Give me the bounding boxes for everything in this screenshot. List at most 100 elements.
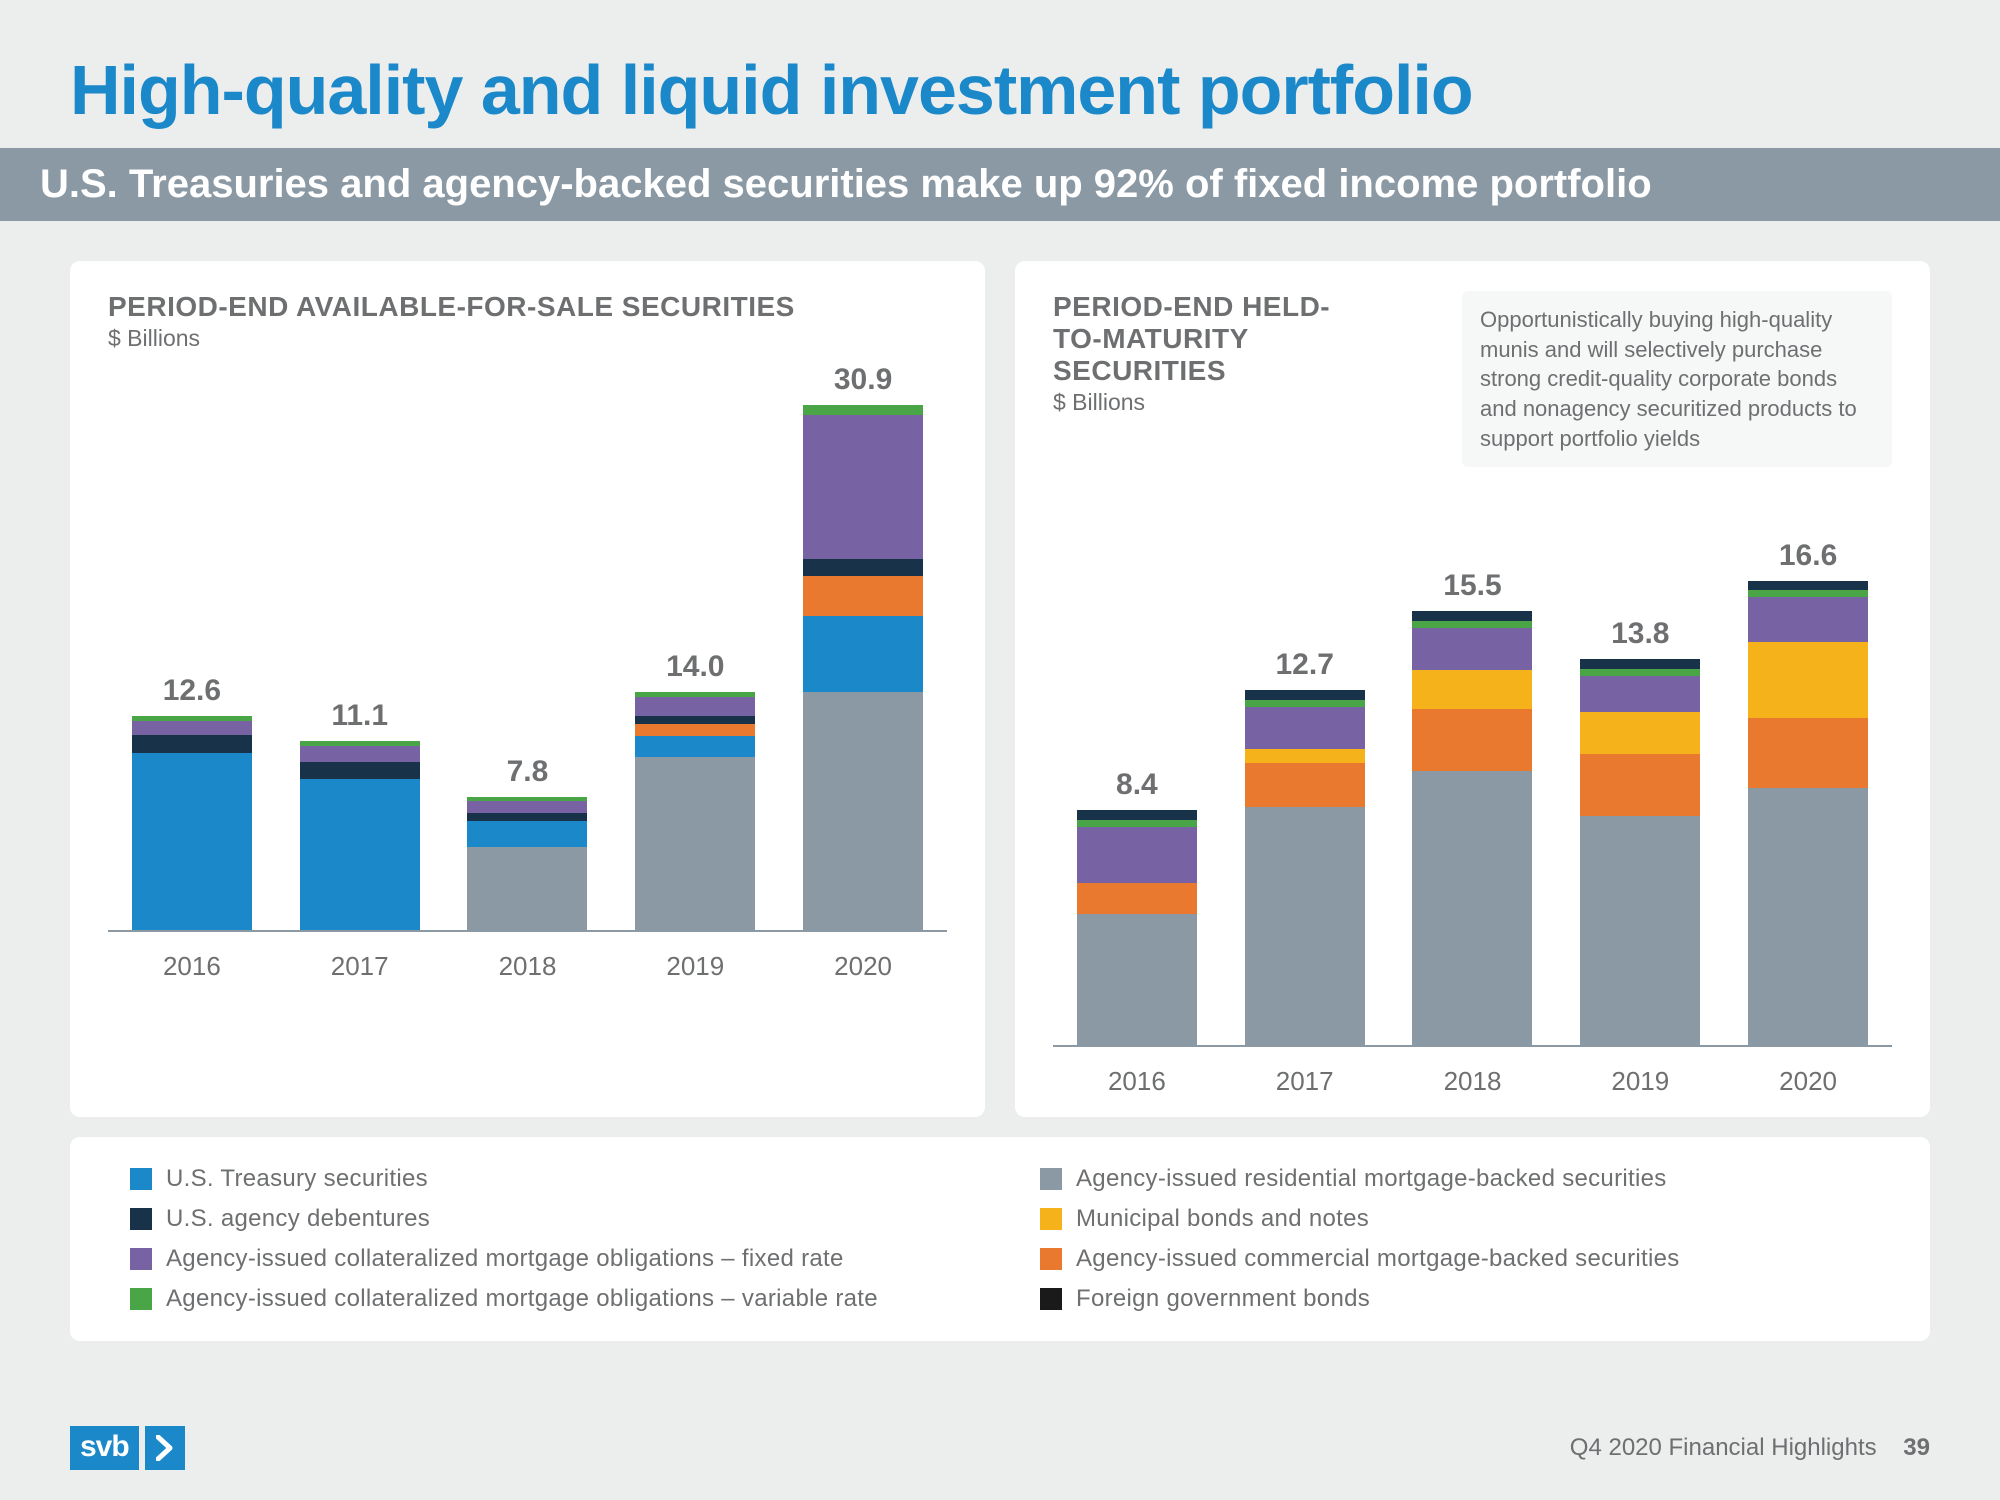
bar-stack	[1748, 581, 1868, 1046]
bar-segment	[635, 716, 755, 725]
bar-segment	[1412, 628, 1532, 670]
bar-segment	[635, 697, 755, 716]
bar-stack	[1580, 659, 1700, 1045]
bar-segment	[1748, 718, 1868, 788]
bar-stack	[300, 741, 420, 930]
afs-chart-unit: $ Billions	[108, 325, 795, 352]
bar-segment	[1580, 816, 1700, 1046]
charts-row: PERIOD-END AVAILABLE-FOR-SALE SECURITIES…	[70, 261, 1930, 1117]
bar-segment	[635, 724, 755, 736]
legend-label: Agency-issued commercial mortgage-backed…	[1076, 1245, 1680, 1273]
bar-segment	[1245, 707, 1365, 749]
bar-segment	[1245, 807, 1365, 1045]
bar-value-label: 11.1	[331, 699, 388, 733]
legend-label: U.S. agency debentures	[166, 1205, 430, 1233]
bar-value-label: 14.0	[666, 650, 724, 684]
legend-item: Foreign government bonds	[1040, 1285, 1870, 1313]
x-axis-label: 2019	[635, 951, 755, 982]
bar-value-label: 15.5	[1443, 569, 1501, 603]
bar-segment	[1245, 763, 1365, 808]
bar-segment	[1748, 581, 1868, 591]
bar-value-label: 8.4	[1116, 768, 1158, 802]
footer-text: Q4 2020 Financial Highlights 39	[1570, 1434, 1930, 1462]
x-axis-label: 2020	[1748, 1066, 1868, 1097]
htm-bars: 8.412.715.513.816.6	[1053, 507, 1892, 1047]
bar-stack	[803, 405, 923, 930]
x-axis-label: 2018	[1412, 1066, 1532, 1097]
bar-segment	[467, 847, 587, 930]
htm-chart-unit: $ Billions	[1053, 389, 1353, 416]
legend-swatch	[1040, 1208, 1062, 1230]
bar-segment	[300, 762, 420, 779]
bar-value-label: 7.8	[507, 755, 549, 789]
bar-segment	[1077, 914, 1197, 1046]
bar-segment	[467, 821, 587, 847]
afs-bars: 12.611.17.814.030.9	[108, 392, 947, 932]
bar-group: 30.9	[803, 363, 923, 930]
bar-group: 11.1	[300, 699, 420, 930]
x-axis-label: 2019	[1580, 1066, 1700, 1097]
bar-group: 13.8	[1580, 617, 1700, 1045]
bar-value-label: 13.8	[1611, 617, 1669, 651]
bar-stack	[1412, 611, 1532, 1045]
x-axis-label: 2016	[1077, 1066, 1197, 1097]
bar-segment	[132, 735, 252, 754]
legend-card: U.S. Treasury securities Agency-issued re…	[70, 1137, 1930, 1341]
x-axis-label: 2017	[300, 951, 420, 982]
bar-segment	[803, 559, 923, 576]
bar-segment	[1748, 590, 1868, 597]
legend-item: Municipal bonds and notes	[1040, 1205, 1870, 1233]
bar-segment	[132, 753, 252, 930]
logo-text: svb	[70, 1426, 139, 1470]
bar-stack	[467, 797, 587, 930]
bar-segment	[1580, 669, 1700, 676]
bar-segment	[1580, 659, 1700, 669]
subtitle-bar: U.S. Treasuries and agency-backed securi…	[0, 148, 2000, 221]
bar-segment	[132, 721, 252, 735]
legend-item: Agency-issued commercial mortgage-backed…	[1040, 1245, 1870, 1273]
legend-swatch	[130, 1208, 152, 1230]
bar-segment	[1077, 883, 1197, 914]
legend-item: U.S. agency debentures	[130, 1205, 960, 1233]
legend-item: Agency-issued collateralized mortgage ob…	[130, 1245, 960, 1273]
bar-segment	[803, 616, 923, 693]
bar-segment	[635, 736, 755, 756]
bar-segment	[1412, 771, 1532, 1045]
bar-value-label: 30.9	[834, 363, 892, 397]
legend-label: Agency-issued residential mortgage-backe…	[1076, 1165, 1667, 1193]
legend-swatch	[130, 1168, 152, 1190]
bar-segment	[467, 813, 587, 822]
bar-segment	[1245, 690, 1365, 700]
htm-chart-title: PERIOD-END HELD-TO-MATURITY SECURITIES	[1053, 291, 1353, 387]
x-axis-label: 2018	[467, 951, 587, 982]
bar-segment	[803, 576, 923, 615]
legend-item: U.S. Treasury securities	[130, 1165, 960, 1193]
bar-segment	[803, 692, 923, 930]
bar-group: 8.4	[1077, 768, 1197, 1045]
bar-segment	[1580, 754, 1700, 816]
x-axis-label: 2020	[803, 951, 923, 982]
legend-label: Municipal bonds and notes	[1076, 1205, 1369, 1233]
legend-item: Agency-issued residential mortgage-backe…	[1040, 1165, 1870, 1193]
legend-item: Agency-issued collateralized mortgage ob…	[130, 1285, 960, 1313]
legend-grid: U.S. Treasury securities Agency-issued re…	[130, 1165, 1870, 1313]
x-axis-label: 2016	[132, 951, 252, 982]
bar-segment	[1245, 749, 1365, 763]
logo-arrow-icon	[145, 1426, 185, 1470]
bar-segment	[1412, 670, 1532, 709]
bar-segment	[1412, 709, 1532, 771]
bar-segment	[300, 779, 420, 930]
bar-segment	[1077, 810, 1197, 820]
bar-group: 12.7	[1245, 648, 1365, 1046]
legend-swatch	[1040, 1168, 1062, 1190]
bar-stack	[132, 716, 252, 930]
bar-segment	[803, 415, 923, 560]
legend-label: Foreign government bonds	[1076, 1285, 1370, 1313]
legend-label: Agency-issued collateralized mortgage ob…	[166, 1285, 878, 1313]
page-title: High-quality and liquid investment portf…	[70, 50, 1930, 130]
bar-stack	[1245, 690, 1365, 1046]
x-axis-label: 2017	[1245, 1066, 1365, 1097]
bar-segment	[635, 757, 755, 930]
legend-label: Agency-issued collateralized mortgage ob…	[166, 1245, 844, 1273]
bar-segment	[300, 746, 420, 761]
